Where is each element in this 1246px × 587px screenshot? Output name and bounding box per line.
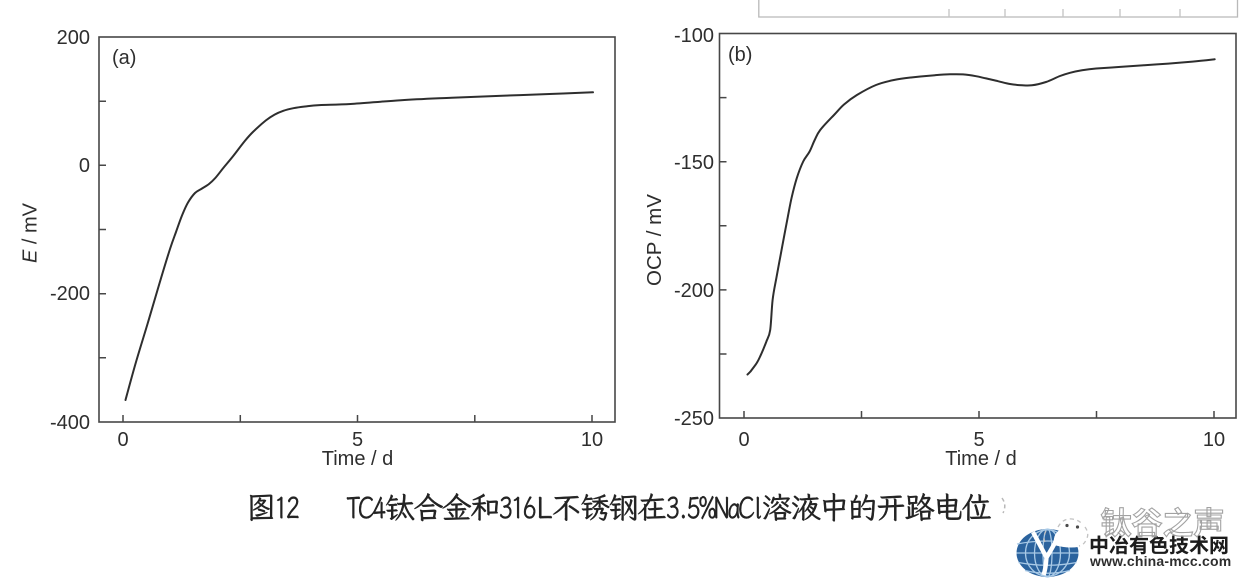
- svg-text:-250: -250: [674, 408, 714, 430]
- svg-text:0: 0: [738, 429, 749, 451]
- svg-text:(a): (a): [112, 47, 136, 69]
- svg-text:0: 0: [117, 429, 128, 451]
- svg-text:5: 5: [973, 429, 984, 451]
- svg-text:-100: -100: [674, 25, 714, 47]
- svg-text:10: 10: [1203, 429, 1225, 451]
- svg-text:Time / d: Time / d: [945, 448, 1017, 470]
- svg-text:OCP / mV: OCP / mV: [643, 194, 666, 286]
- svg-text:5: 5: [352, 429, 363, 451]
- svg-text:-400: -400: [50, 412, 90, 434]
- svg-text:-200: -200: [674, 280, 714, 302]
- svg-text:-150: -150: [674, 152, 714, 174]
- svg-text:200: 200: [57, 27, 90, 49]
- svg-text:-200: -200: [50, 283, 90, 305]
- svg-text:10: 10: [581, 429, 603, 451]
- svg-text:E / mV: E / mV: [20, 202, 42, 263]
- svg-text:(b): (b): [728, 44, 752, 66]
- svg-text:0: 0: [79, 155, 90, 177]
- svg-text:www.china-mcc.com: www.china-mcc.com: [1089, 553, 1231, 569]
- svg-text:Time / d: Time / d: [322, 448, 394, 470]
